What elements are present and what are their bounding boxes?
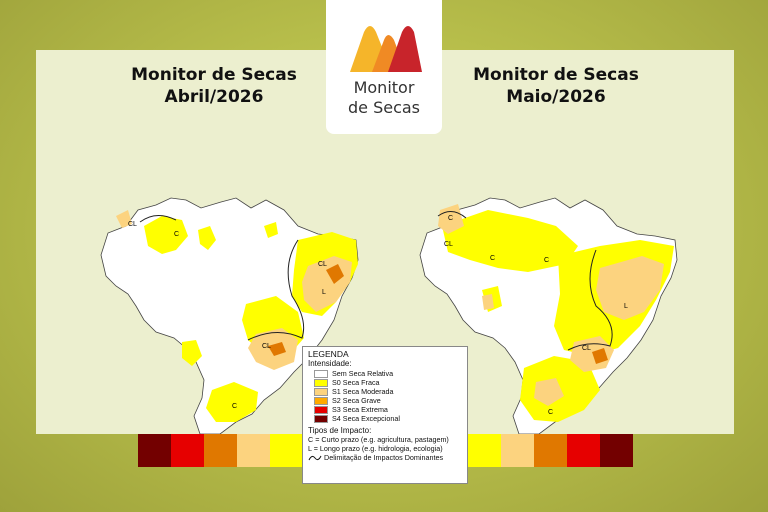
scale-strip-cell [237,433,270,467]
map-label-cl: CL [318,261,327,268]
legend-category-label: S1 Seca Moderada [332,387,394,396]
map-label-c: C [548,409,553,416]
drought-s0-north [442,210,578,272]
legend-box: LEGENDA Intensidade: Sem Seca Relativa S0… [302,346,468,484]
map-label-c: C [544,257,549,264]
map-title-line1: Monitor de Secas [473,65,639,85]
drought-s2-southeast [592,348,608,364]
map-title-line2: Maio/2026 [506,87,606,107]
logo-card: Monitor de Secas [326,0,442,134]
impact-delimitation-line [247,239,305,341]
map-label-cl: CL [128,221,137,228]
map-label-cl: CL [262,343,271,350]
impact-delimitation-line [139,215,177,223]
drought-s1-west [482,294,494,310]
legend-impact-short: C = Curto prazo (e.g. agricultura, pasta… [308,435,449,444]
map-title-line1: Monitor de Secas [131,65,297,85]
legend-impact-long: L = Longo prazo (e.g. hidrologia, ecolog… [308,444,443,453]
map-label-cl: CL [582,345,591,352]
brazil-map-may: C CL C C L CL C [419,197,678,434]
drought-s1-center [596,256,664,320]
legend-category-label: S3 Seca Extrema [332,405,388,414]
scale-strip-cell [204,433,237,467]
brazil-map-april: CL C CL L CL C [100,197,359,434]
legend-category-label: S4 Seca Excepcional [332,414,400,423]
legend-delimitation-label: Delimitação de Impactos Dominantes [324,453,444,462]
legend-category-list: Sem Seca Relativa S0 Seca Fraca S1 Seca Mo… [308,369,462,423]
legend-delimitation-row: Delimitação de Impactos Dominantes [308,453,462,462]
map-title-april: Monitor de Secas Abril/2026 [36,64,392,108]
legend-swatch [314,369,328,378]
drought-s0-roraima [198,226,216,250]
drought-s0-amapa [264,222,278,238]
scale-strip-cell [138,433,171,467]
map-title-may: Monitor de Secas Maio/2026 [378,64,734,108]
map-label-c: C [174,231,179,238]
legend-swatch [314,405,328,414]
impact-delimitation-line [567,249,613,351]
map-label-c: C [448,215,453,222]
drought-s0-west [182,340,202,366]
map-label-c: C [232,403,237,410]
brazil-outline [100,197,359,434]
drought-s2-northeast [326,264,344,284]
delimitation-line-icon [308,455,322,461]
legend-intensity-heading: Intensidade: [308,359,352,368]
legend-category-row: Sem Seca Relativa [308,369,462,378]
legend-category-row: S2 Seca Grave [308,396,462,405]
legend-swatch [314,396,328,405]
legend-swatch [314,378,328,387]
legend-impact-heading: Tipos de Impacto: [308,426,372,435]
drought-s0-south [206,382,258,422]
legend-title: LEGENDA [308,349,349,359]
legend-category-label: Sem Seca Relativa [332,369,394,378]
drought-s1-acre [116,210,132,228]
scale-strip-cell [171,433,204,467]
legend-category-row: S3 Seca Extrema [308,405,462,414]
impact-delimitation-line [437,211,467,219]
scale-strip-cell [468,433,501,467]
legend-category-row: S1 Seca Moderada [308,387,462,396]
legend-category-row: S4 Seca Excepcional [308,414,462,423]
logo-wordmark: Monitor de Secas [326,78,442,118]
scale-strip-cell [600,433,633,467]
legend-category-row: S0 Seca Fraca [308,378,462,387]
drought-s1-south [534,378,564,406]
map-label-c: C [490,255,495,262]
drought-s1-north [438,204,464,234]
logo-line1: Monitor [353,78,415,97]
map-title-line2: Abril/2026 [164,87,264,107]
logo-line2: de Secas [347,98,421,117]
drought-s0-north [144,216,188,254]
map-label-l: L [624,303,628,310]
drought-s2-southeast [268,342,286,356]
map-label-cl: CL [444,241,453,248]
legend-category-label: S2 Seca Grave [332,396,381,405]
scale-strip-cell [270,433,303,467]
legend-category-label: S0 Seca Fraca [332,378,380,387]
monitor-de-secas-logo-icon [350,26,422,72]
legend-swatch [314,387,328,396]
map-label-l: L [322,289,326,296]
legend-swatch [314,414,328,423]
scale-strip-cell [534,433,567,467]
scale-strip-cell [567,433,600,467]
scale-strip-cell [501,433,534,467]
